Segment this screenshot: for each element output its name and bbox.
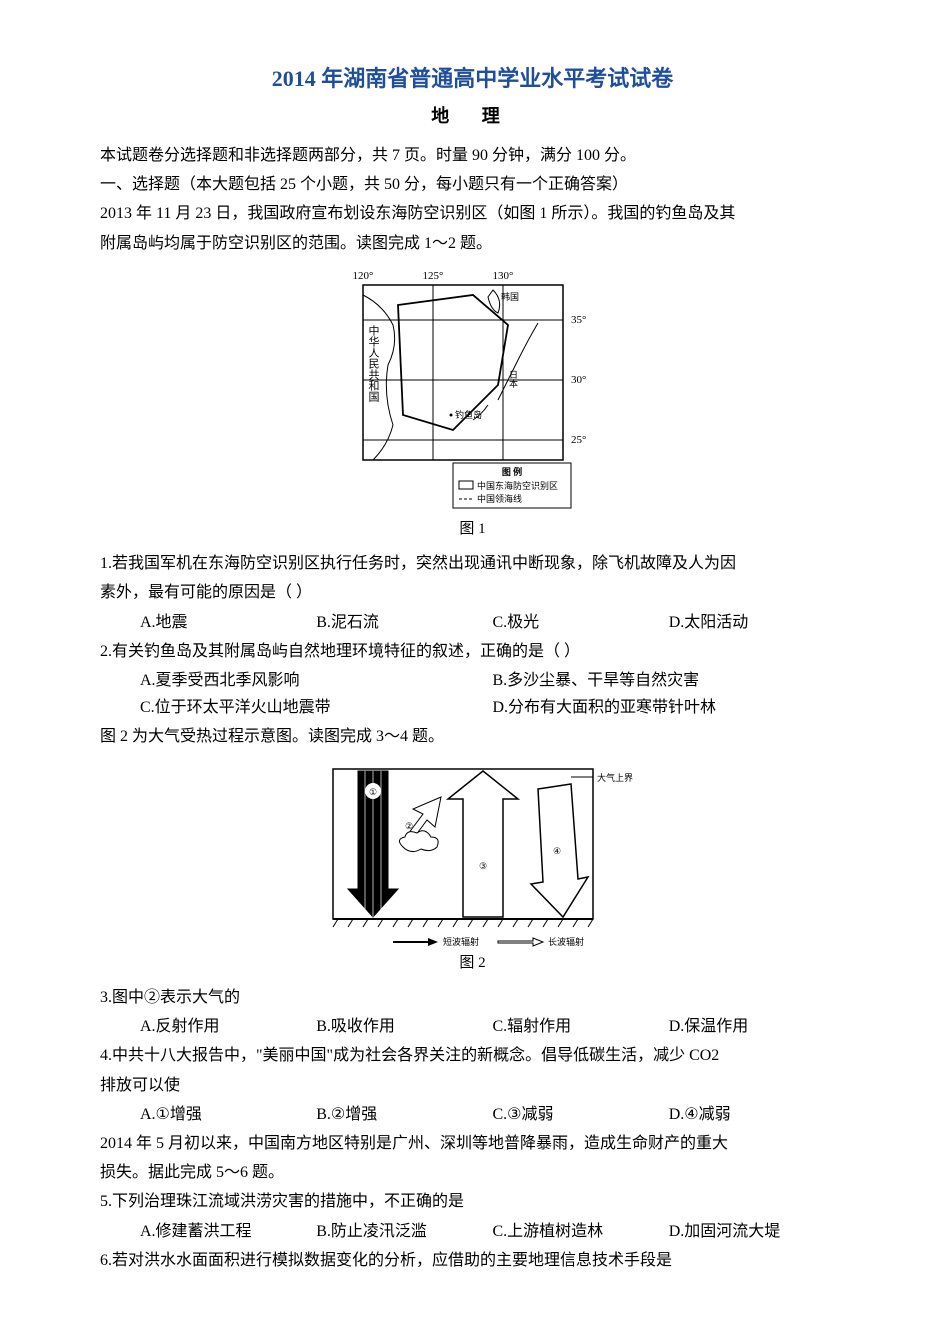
- china-label: 中华人民共和国: [367, 324, 380, 402]
- label-2: ②: [405, 821, 413, 831]
- figure-1: 120° 125° 130° 35° 30° 25° 钓鱼岛 中华人民共和国 韩…: [100, 265, 845, 543]
- q1-opt-c[interactable]: C.极光: [493, 609, 669, 636]
- q3-opt-d[interactable]: D.保温作用: [669, 1013, 845, 1040]
- lat-30: 30°: [571, 374, 586, 386]
- context-1-line-1: 2013 年 11 月 23 日，我国政府宣布划设东海防空识别区（如图 1 所示…: [100, 200, 845, 227]
- short-wave-label: 短波辐射: [443, 936, 479, 947]
- q4-stem-b: 排放可以使: [100, 1072, 845, 1099]
- q4-stem-a: 4.中共十八大报告中，"美丽中国"成为社会各界关注的新概念。倡导低碳生活，减少 …: [100, 1042, 845, 1069]
- lon-130: 130°: [492, 270, 513, 282]
- q2-opt-c[interactable]: C.位于环太平洋火山地震带: [140, 694, 493, 721]
- lon-120: 120°: [352, 270, 373, 282]
- figure-1-caption: 图 1: [100, 517, 845, 543]
- q3-opt-c[interactable]: C.辐射作用: [493, 1013, 669, 1040]
- boundary-label: 大气上界: [597, 772, 633, 783]
- atmosphere-svg: 大气上界 ①: [313, 759, 633, 949]
- intro-text: 本试题卷分选择题和非选择题两部分，共 7 页。时量 90 分钟，满分 100 分…: [100, 142, 845, 169]
- q3-stem: 3.图中②表示大气的: [100, 984, 845, 1011]
- section-heading: 一、选择题（本大题包括 25 个小题，共 50 分，每小题只有一个正确答案）: [100, 171, 845, 198]
- legend-title: 图 例: [501, 466, 521, 477]
- legend-coast: 中国领海线: [477, 493, 522, 504]
- long-wave-label: 长波辐射: [548, 936, 584, 947]
- exam-subject: 地 理: [100, 101, 845, 132]
- diaoyu-label: 钓鱼岛: [455, 409, 482, 420]
- q2-stem: 2.有关钓鱼岛及其附属岛屿自然地理环境特征的叙述，正确的是（ ）: [100, 638, 845, 665]
- q4-opt-a[interactable]: A.①增强: [140, 1101, 316, 1128]
- q4-options: A.①增强 B.②增强 C.③减弱 D.④减弱: [140, 1101, 845, 1128]
- q5-opt-a[interactable]: A.修建蓄洪工程: [140, 1218, 316, 1245]
- q2-opt-a[interactable]: A.夏季受西北季风影响: [140, 667, 493, 694]
- q3-opt-b[interactable]: B.吸收作用: [316, 1013, 492, 1040]
- q2-opt-d[interactable]: D.分布有大面积的亚寒带针叶林: [493, 694, 846, 721]
- label-3: ③: [478, 861, 486, 871]
- q3-opt-a[interactable]: A.反射作用: [140, 1013, 316, 1040]
- ground-hatch: [333, 919, 593, 927]
- q1-stem-a: 1.若我国军机在东海防空识别区执行任务时，突然出现通讯中断现象，除飞机故障及人为…: [100, 550, 845, 577]
- figure-2: 大气上界 ①: [100, 759, 845, 977]
- japan-label: 日本: [508, 370, 518, 389]
- q1-options: A.地震 B.泥石流 C.极光 D.太阳活动: [140, 609, 845, 636]
- q1-opt-a[interactable]: A.地震: [140, 609, 316, 636]
- context-1-line-2: 附属岛屿均属于防空识别区的范围。读图完成 1～2 题。: [100, 230, 845, 257]
- q4-opt-d[interactable]: D.④减弱: [669, 1101, 845, 1128]
- q5-options: A.修建蓄洪工程 B.防止凌汛泛滥 C.上游植树造林 D.加固河流大堤: [140, 1218, 845, 1245]
- lat-35: 35°: [571, 314, 586, 326]
- legend-zone: 中国东海防空识别区: [477, 480, 558, 491]
- label-1: ①: [368, 787, 376, 797]
- exam-title: 2014 年湖南省普通高中学业水平考试试卷: [100, 60, 845, 97]
- q4-opt-b[interactable]: B.②增强: [316, 1101, 492, 1128]
- q5-stem: 5.下列治理珠江流域洪涝灾害的措施中，不正确的是: [100, 1188, 845, 1215]
- q2-opt-b[interactable]: B.多沙尘暴、干旱等自然灾害: [493, 667, 846, 694]
- q5-opt-c[interactable]: C.上游植树造林: [493, 1218, 669, 1245]
- q1-stem-b: 素外，最有可能的原因是（ ）: [100, 579, 845, 606]
- context-3a: 2014 年 5 月初以来，中国南方地区特别是广州、深圳等地普降暴雨，造成生命财…: [100, 1130, 845, 1157]
- q3-options: A.反射作用 B.吸收作用 C.辐射作用 D.保温作用: [140, 1013, 845, 1040]
- q2-options: A.夏季受西北季风影响 B.多沙尘暴、干旱等自然灾害 C.位于环太平洋火山地震带…: [140, 667, 845, 721]
- q4-opt-c[interactable]: C.③减弱: [493, 1101, 669, 1128]
- context-2: 图 2 为大气受热过程示意图。读图完成 3～4 题。: [100, 723, 845, 750]
- lat-25: 25°: [571, 434, 586, 446]
- figure-2-caption: 图 2: [100, 951, 845, 977]
- q6-stem: 6.若对洪水水面面积进行模拟数据变化的分析，应借助的主要地理信息技术手段是: [100, 1247, 845, 1274]
- korea-label: 韩国: [501, 291, 519, 302]
- q1-opt-b[interactable]: B.泥石流: [316, 609, 492, 636]
- lon-125: 125°: [422, 270, 443, 282]
- q1-opt-d[interactable]: D.太阳活动: [669, 609, 845, 636]
- context-3b: 损失。据此完成 5～6 题。: [100, 1159, 845, 1186]
- q5-opt-b[interactable]: B.防止凌汛泛滥: [316, 1218, 492, 1245]
- map-svg: 120° 125° 130° 35° 30° 25° 钓鱼岛 中华人民共和国 韩…: [343, 265, 603, 515]
- label-4: ④: [552, 846, 560, 856]
- q5-opt-d[interactable]: D.加固河流大堤: [669, 1218, 845, 1245]
